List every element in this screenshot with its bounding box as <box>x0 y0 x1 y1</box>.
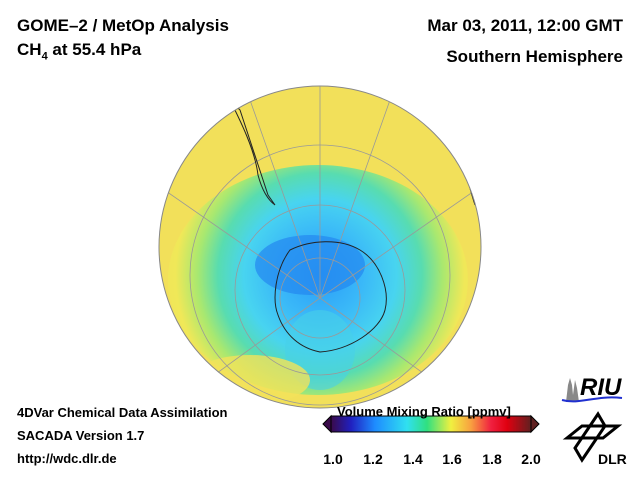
svg-text:DLR: DLR <box>598 451 627 467</box>
svg-text:RIU: RIU <box>580 374 622 401</box>
analysis-title: GOME–2 / MetOp Analysis <box>17 16 229 35</box>
date-label: Mar 03, 2011, 12:00 GMT <box>427 16 623 35</box>
colorbar-label: Volume Mixing Ratio [ppmv] <box>337 404 511 419</box>
footer-version: SACADA Version 1.7 <box>17 428 145 443</box>
south-america-coastline <box>229 99 276 206</box>
species-label: CH4 at 55.4 hPa <box>17 40 141 62</box>
dlr-logo: DLR <box>562 411 627 467</box>
colorbar-tick: 1.6 <box>442 451 462 467</box>
colorbar-tick: 1.2 <box>363 451 383 467</box>
colorbar-tick: 1.0 <box>323 451 343 467</box>
species-suffix: at 55.4 hPa <box>47 40 142 59</box>
colorbar <box>322 414 540 434</box>
riu-logo: RIU <box>561 374 623 403</box>
colorbar-tick: 1.4 <box>403 451 423 467</box>
colorbar-tick: 1.8 <box>482 451 502 467</box>
footer-url[interactable]: http://wdc.dlr.de <box>17 451 117 466</box>
species-subscript: 4 <box>41 50 48 63</box>
antarctica-coastline <box>274 241 387 353</box>
low-methane-core <box>255 235 365 295</box>
graticule <box>159 86 481 406</box>
colorbar-tick: 2.0 <box>521 451 541 467</box>
species-prefix: CH <box>17 40 42 59</box>
footer-method: 4DVar Chemical Data Assimilation <box>17 405 228 420</box>
region-label: Southern Hemisphere <box>446 47 623 66</box>
